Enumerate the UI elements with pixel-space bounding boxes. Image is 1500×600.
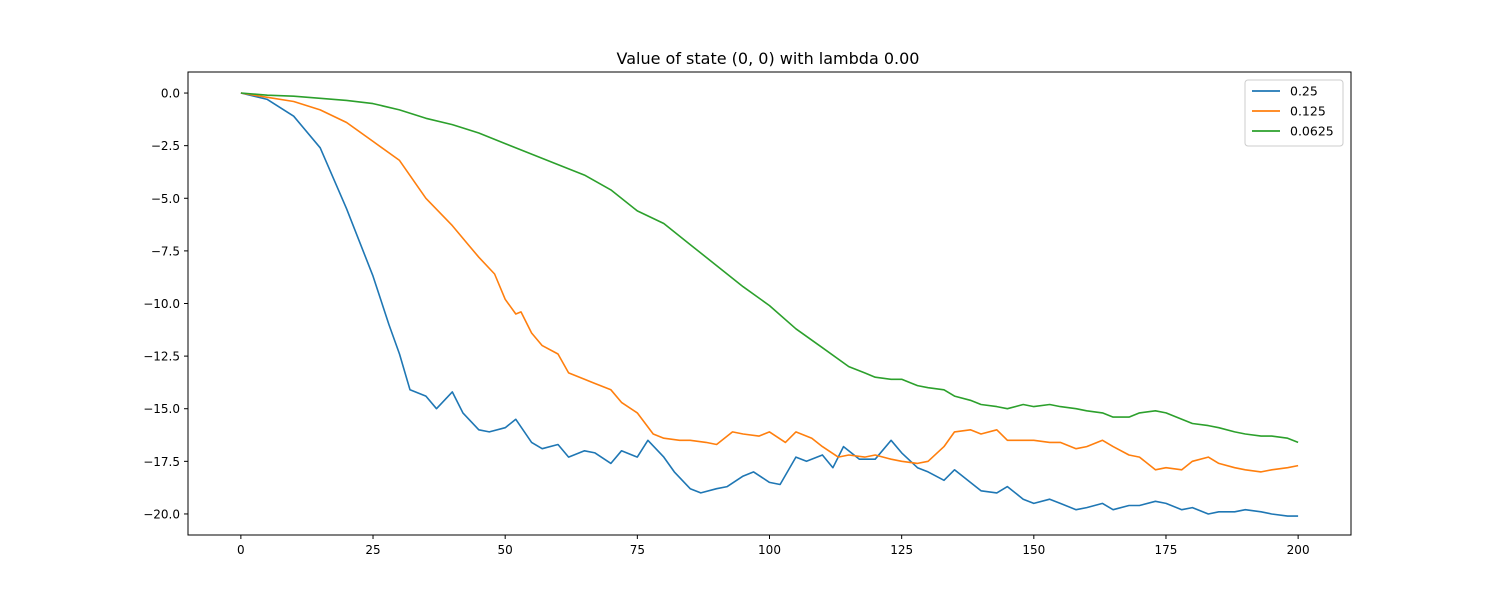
- plot-area-frame: [187, 71, 1352, 536]
- series-layer: [240, 92, 1299, 517]
- legend-label: 0.125: [1290, 104, 1326, 119]
- x-tick-label: 0: [237, 543, 245, 557]
- y-tick-label: −5.0: [151, 192, 180, 206]
- x-tick-label: 75: [630, 543, 645, 557]
- chart-title: Value of state (0, 0) with lambda 0.00: [617, 49, 920, 68]
- y-tick-label: −10.0: [143, 297, 180, 311]
- y-tick-label: −15.0: [143, 402, 180, 416]
- x-tick-label: 175: [1155, 543, 1178, 557]
- legend-label: 0.25: [1290, 84, 1318, 99]
- x-tick-label: 50: [498, 543, 513, 557]
- legend-box: [1244, 79, 1344, 147]
- y-axis: 0.0 −2.5 −5.0 −7.5 −10.0 −12.5 −15.0 −17.5 −20.0: [143, 87, 188, 521]
- x-axis: 0 25 50 75 100 125 150 175 200: [237, 535, 1310, 557]
- legend-label: 0.0625: [1290, 124, 1334, 139]
- y-tick-label: −20.0: [143, 507, 180, 521]
- y-tick-label: 0.0: [161, 87, 180, 101]
- legend: 0.25 0.125 0.0625: [1244, 79, 1344, 147]
- x-tick-label: 150: [1022, 543, 1045, 557]
- series-line-0.125: [240, 92, 1299, 473]
- series-line-0.25: [240, 92, 1299, 517]
- x-tick-label: 125: [890, 543, 913, 557]
- y-tick-label: −7.5: [151, 244, 180, 258]
- y-tick-label: −17.5: [143, 455, 180, 469]
- series-line-0.0625: [240, 92, 1299, 444]
- y-tick-label: −2.5: [151, 139, 180, 153]
- y-tick-label: −12.5: [143, 350, 180, 364]
- x-tick-label: 100: [758, 543, 781, 557]
- x-tick-label: 25: [365, 543, 380, 557]
- x-tick-label: 200: [1287, 543, 1310, 557]
